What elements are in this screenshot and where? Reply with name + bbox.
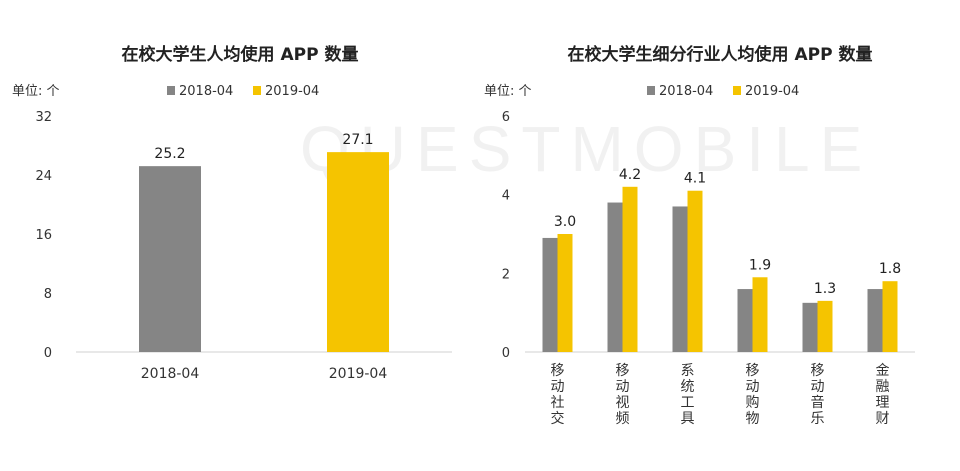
right-chart-x-tick-char: 财: [876, 411, 890, 427]
right-chart-x-tick-char: 理: [876, 395, 890, 411]
right-chart-x-tick-char: 交: [551, 410, 565, 427]
left-chart-y-tick: 24: [35, 169, 52, 184]
right-chart-x-tick-char: 系: [681, 363, 695, 379]
right-chart-legend-label-2018-04: 2018-04: [659, 84, 713, 99]
right-chart-bar-2018-04: [867, 289, 883, 352]
left-chart-legend-label-2018-04: 2018-04: [179, 84, 233, 99]
right-chart-x-tick-char: 动: [746, 379, 760, 395]
left-chart-bars: 25.2 2018-04 27.1 2019-04: [139, 132, 389, 382]
left-chart-title: 在校大学生人均使用 APP 数量: [122, 44, 359, 65]
right-chart-x-tick-char: 动: [551, 379, 565, 395]
right-chart-x-tick-char: 频: [616, 411, 630, 427]
left-chart-bar-2019-04: [327, 152, 389, 352]
right-chart-unit: 单位: 个: [484, 84, 532, 99]
left-chart-data-label: 25.2: [154, 146, 185, 162]
right-chart-bar-2019-04: [817, 300, 833, 352]
right-chart-x-tick-char: 动: [616, 379, 630, 395]
right-chart-x-tick-char: 融: [876, 379, 890, 395]
left-chart-legend-swatch-2019-04: [253, 86, 261, 95]
right-chart-axes: 0 2 4 6: [502, 110, 915, 361]
left-chart-y-tick: 32: [35, 110, 52, 125]
left-chart-y-tick: 0: [44, 346, 52, 361]
right-chart-legend: 2018-04 2019-04: [647, 84, 799, 99]
right-chart-x-tick-char: 移: [551, 363, 565, 379]
left-chart-legend-swatch-2018-04: [167, 86, 175, 95]
left-chart-axes: 0 8 16 24 32: [35, 110, 452, 361]
right-chart-x-tick-char: 移: [616, 363, 630, 379]
right-chart-bar-2019-04: [622, 186, 638, 352]
right-chart-x-tick-char: 移: [746, 363, 760, 379]
left-chart-x-tick: 2019-04: [329, 366, 388, 382]
right-chart-x-tick-char: 具: [681, 411, 695, 427]
right-chart-x-tick-char: 动: [811, 379, 825, 395]
right-chart-y-tick: 6: [502, 110, 510, 125]
right-chart-data-label: 4.2: [619, 167, 641, 183]
right-chart-data-label: 4.1: [684, 171, 706, 187]
right-chart-bar-2018-04: [607, 202, 623, 352]
right-chart-title: 在校大学生细分行业人均使用 APP 数量: [568, 44, 873, 65]
right-chart-bar-2018-04: [737, 289, 753, 352]
left-chart-legend-label-2019-04: 2019-04: [265, 84, 319, 99]
left-chart-legend: 2018-04 2019-04: [167, 84, 319, 99]
right-chart-bar-2019-04: [557, 234, 573, 352]
right-chart-bar-2019-04: [752, 277, 768, 352]
right-chart-data-label: 1.8: [879, 261, 901, 277]
right-chart-x-tick-char: 金: [876, 363, 890, 379]
left-chart-data-label: 27.1: [342, 132, 373, 148]
right-chart-bar-2018-04: [802, 302, 818, 352]
right-chart-bar-2018-04: [542, 237, 558, 352]
left-chart-y-tick: 8: [44, 287, 52, 302]
right-chart-bars: 3.0移动社交4.2移动视频4.1系统工具1.9移动购物1.3移动音乐1.8金融…: [542, 167, 901, 427]
right-chart-x-tick-char: 购: [746, 395, 760, 411]
left-chart-y-tick: 16: [35, 228, 52, 243]
right-chart-x-tick-char: 统: [681, 379, 695, 395]
left-chart: 在校大学生人均使用 APP 数量 单位: 个 2018-04 2019-04 0 8…: [12, 44, 452, 382]
right-chart-x-tick-char: 移: [811, 363, 825, 379]
right-chart-y-tick: 0: [502, 346, 510, 361]
right-chart-y-tick: 2: [502, 267, 510, 282]
right-chart: 在校大学生细分行业人均使用 APP 数量 单位: 个 2018-04 2019-0…: [484, 44, 915, 427]
right-chart-legend-swatch-2019-04: [733, 86, 741, 95]
right-chart-bar-2019-04: [882, 281, 898, 352]
right-chart-legend-label-2019-04: 2019-04: [745, 84, 799, 99]
right-chart-x-tick-char: 乐: [811, 411, 825, 427]
right-chart-x-tick-char: 音: [811, 394, 825, 411]
right-chart-x-tick-char: 视: [616, 395, 630, 411]
right-chart-legend-swatch-2018-04: [647, 86, 655, 95]
left-chart-bar-2018-04: [139, 166, 201, 352]
right-chart-x-tick-char: 物: [746, 411, 760, 427]
left-chart-x-tick: 2018-04: [141, 366, 200, 382]
right-chart-x-tick-char: 工: [681, 395, 695, 411]
right-chart-data-label: 3.0: [554, 214, 576, 230]
right-chart-bar-2018-04: [672, 206, 688, 352]
right-chart-y-tick: 4: [502, 189, 510, 204]
right-chart-data-label: 1.3: [814, 281, 836, 297]
right-chart-data-label: 1.9: [749, 257, 771, 273]
left-chart-unit: 单位: 个: [12, 84, 60, 99]
right-chart-bar-2019-04: [687, 190, 703, 352]
right-chart-x-tick-char: 社: [551, 395, 565, 411]
